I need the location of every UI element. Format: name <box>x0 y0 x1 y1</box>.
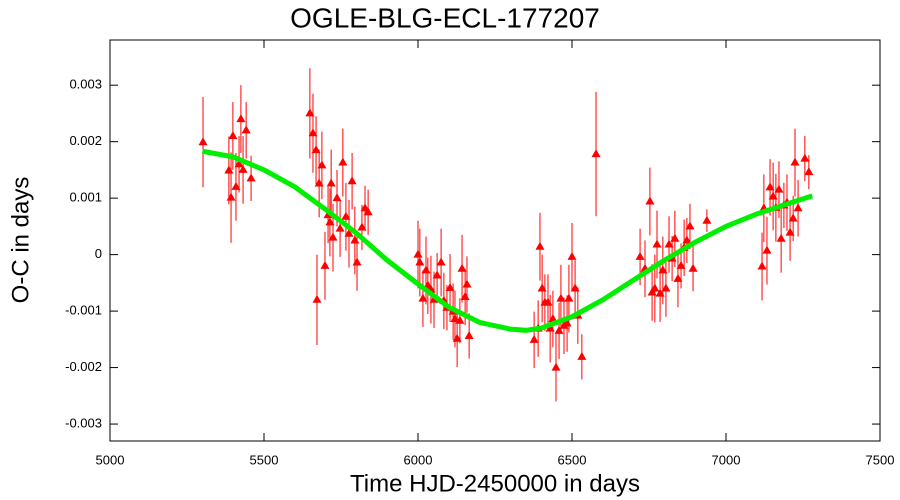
data-point <box>529 334 539 343</box>
data-point <box>790 157 800 166</box>
data-point <box>320 260 330 269</box>
data-point <box>591 149 601 158</box>
x-tick-label: 7500 <box>866 452 895 467</box>
data-point <box>432 270 442 279</box>
data-point <box>415 257 425 266</box>
data-point <box>246 173 256 182</box>
plot-frame <box>109 39 881 442</box>
data-point <box>352 257 362 266</box>
data-point <box>762 245 772 254</box>
data-point <box>545 323 555 332</box>
data-point <box>635 251 645 260</box>
y-tick-label: 0.003 <box>69 77 102 92</box>
data-point <box>676 260 686 269</box>
data-point <box>312 294 322 303</box>
data-point <box>224 165 234 174</box>
data-point <box>548 314 558 323</box>
data-point <box>363 207 373 216</box>
data-point <box>655 288 665 297</box>
data-point <box>556 293 566 302</box>
data-point <box>231 181 241 190</box>
x-tick-label: 6500 <box>558 452 587 467</box>
data-point <box>535 241 545 250</box>
data-point <box>238 164 248 173</box>
data-point <box>347 176 357 185</box>
data-point <box>688 263 698 272</box>
data-point <box>418 293 428 302</box>
y-tick-label: 0.002 <box>69 133 102 148</box>
data-point <box>357 222 367 231</box>
data-point <box>328 232 338 241</box>
data-point <box>768 191 778 200</box>
data-point <box>776 233 786 242</box>
data-point <box>226 192 236 201</box>
data-point <box>682 235 692 244</box>
x-tick-label: 5500 <box>250 452 279 467</box>
data-point <box>326 178 336 187</box>
data-point <box>652 239 662 248</box>
x-axis-label: Time HJD-2450000 in days <box>350 470 640 497</box>
data-point <box>577 351 587 360</box>
y-tick-label: -0.001 <box>65 303 102 318</box>
data-point <box>228 131 238 140</box>
x-tick-label: 7000 <box>712 452 741 467</box>
y-tick-label: -0.002 <box>65 359 102 374</box>
data-point <box>341 211 351 220</box>
data-point <box>800 153 810 162</box>
data-point <box>332 193 342 202</box>
data-point <box>421 265 431 274</box>
y-tick-label: 0 <box>95 246 102 261</box>
data-point <box>757 261 767 270</box>
data-point <box>236 114 246 123</box>
x-tick-label: 5000 <box>96 452 125 467</box>
data-point <box>198 137 208 146</box>
data-point <box>537 283 547 292</box>
y-axis-label: O-C in days <box>7 177 34 304</box>
data-point <box>673 273 683 282</box>
y-tick-label: -0.003 <box>65 415 102 430</box>
data-point <box>570 283 580 292</box>
x-tick-label: 6000 <box>404 452 433 467</box>
data-point <box>314 178 324 187</box>
data-point <box>311 145 321 154</box>
data-point <box>793 203 803 212</box>
data-point <box>317 160 327 169</box>
data-point <box>308 128 318 137</box>
data-point <box>650 283 660 292</box>
data-point <box>344 228 354 237</box>
data-point <box>664 239 674 248</box>
data-point <box>241 125 251 134</box>
fit-curve <box>201 148 814 333</box>
data-point <box>234 159 244 168</box>
chart-title: OGLE-BLG-ECL-177207 <box>290 2 600 33</box>
data-point <box>464 330 474 339</box>
data-point <box>445 282 455 291</box>
data-point <box>413 249 423 258</box>
data-point <box>658 265 668 274</box>
data-point <box>702 215 712 224</box>
data-point <box>325 217 335 226</box>
y-tick-label: 0.001 <box>69 190 102 205</box>
data-point <box>788 213 798 222</box>
data-point <box>436 257 446 266</box>
data-point <box>305 108 315 117</box>
data-point <box>774 184 784 193</box>
data-point <box>670 233 680 242</box>
data-point <box>685 221 695 230</box>
data-point <box>551 362 561 371</box>
data-point <box>765 182 775 191</box>
data-point <box>567 251 577 260</box>
data-point <box>804 167 814 176</box>
data-point <box>457 263 467 272</box>
data-point <box>564 293 574 302</box>
data-point <box>785 227 795 236</box>
data-point <box>455 315 465 324</box>
data-point <box>462 279 472 288</box>
data-point <box>661 283 671 292</box>
data-point <box>452 333 462 342</box>
data-point <box>645 196 655 205</box>
data-point <box>338 157 348 166</box>
data-point <box>335 223 345 232</box>
